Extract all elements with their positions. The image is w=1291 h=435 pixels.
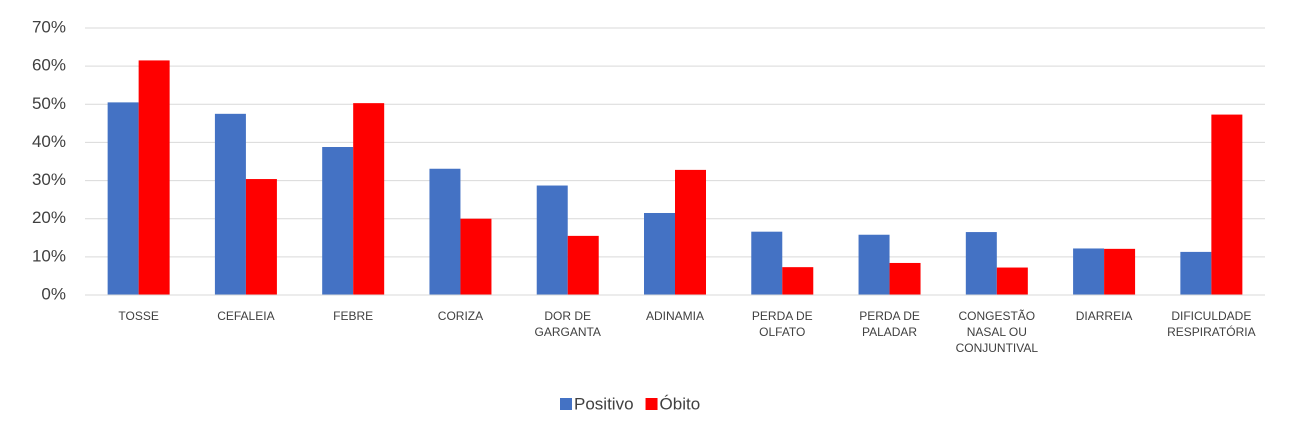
bar — [751, 231, 783, 295]
x-tick-label: CORIZA — [437, 309, 484, 323]
bar — [996, 267, 1028, 295]
bar — [644, 212, 675, 295]
x-tick-label: DIARREIA — [1075, 309, 1133, 323]
bar — [1104, 248, 1136, 295]
bar — [965, 232, 997, 295]
x-tick-label: CEFALEIA — [217, 309, 275, 323]
bar — [460, 218, 492, 295]
y-tick-label: 70% — [32, 17, 66, 36]
x-tick-label: PERDA DE OLFATO — [751, 309, 813, 339]
y-tick-label: 60% — [32, 56, 66, 75]
legend-label: Óbito — [660, 394, 701, 413]
bar — [782, 267, 814, 295]
bar — [1211, 114, 1243, 295]
bar — [675, 169, 706, 295]
x-tick-label: ADINAMIA — [645, 309, 704, 323]
y-tick-label: 30% — [32, 170, 66, 189]
y-tick-label: 50% — [32, 94, 66, 113]
x-tick-label: FEBRE — [333, 309, 374, 323]
bar — [1180, 251, 1212, 295]
bar — [889, 262, 921, 295]
y-tick-label: 10% — [32, 246, 66, 265]
bar — [1073, 248, 1105, 295]
bar — [858, 234, 890, 295]
x-tick-label: TOSSE — [118, 309, 159, 323]
y-tick-label: 0% — [41, 284, 66, 303]
y-tick-label: 20% — [32, 208, 66, 227]
x-tick-label: CONGESTÃO NASAL OU CONJUNTIVAL — [955, 309, 1039, 355]
x-tick-label: PERDA DE PALADAR — [859, 309, 920, 339]
x-tick-label: DIFICULDADE RESPIRATÓRIA — [1167, 309, 1256, 339]
legend-swatch — [560, 398, 572, 410]
bar — [138, 60, 170, 295]
bar — [429, 168, 461, 295]
bar — [567, 235, 599, 295]
bar — [353, 103, 385, 296]
bar — [322, 147, 354, 295]
bar — [214, 113, 246, 295]
x-tick-label: DOR DE GARGANTA — [534, 309, 601, 339]
bar — [107, 102, 139, 295]
legend-label: Positivo — [574, 394, 634, 413]
y-tick-label: 40% — [32, 132, 66, 151]
legend-swatch — [645, 398, 658, 410]
bar — [245, 179, 277, 295]
bar — [536, 185, 568, 295]
